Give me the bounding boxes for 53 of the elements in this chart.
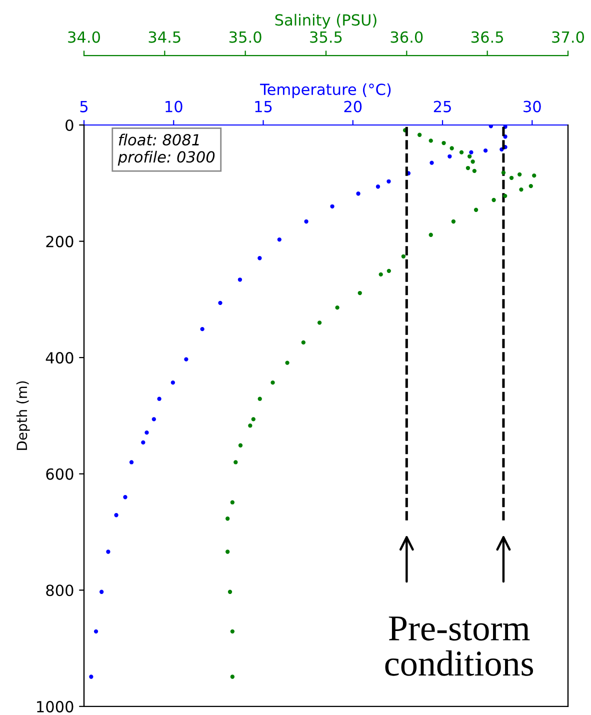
point bbox=[114, 513, 118, 518]
point bbox=[386, 179, 391, 184]
point bbox=[123, 495, 128, 500]
point bbox=[448, 154, 452, 158]
point bbox=[488, 125, 493, 128]
x-tick-label: 20 bbox=[344, 100, 362, 112]
point bbox=[152, 417, 156, 422]
x-tick-label: 15 bbox=[255, 100, 272, 112]
point bbox=[483, 148, 488, 153]
y-tick-label: 0 bbox=[66, 119, 74, 132]
point bbox=[106, 550, 110, 554]
x-axis-title: Temperature (°C) bbox=[260, 83, 391, 98]
point bbox=[356, 192, 360, 196]
point bbox=[218, 300, 222, 305]
y-axis-title: Depth (m) bbox=[16, 381, 30, 450]
point bbox=[184, 357, 188, 362]
x2-tick-label: 34.5 bbox=[148, 31, 180, 43]
point bbox=[258, 256, 262, 260]
point bbox=[141, 440, 146, 445]
x-tick-label: 25 bbox=[434, 100, 451, 112]
x-tick-label: 30 bbox=[524, 100, 541, 112]
x2-tick-label: 37.0 bbox=[552, 31, 584, 43]
annotation: float: 8081 profile: 0300 bbox=[118, 134, 215, 166]
point bbox=[129, 460, 134, 464]
x-tick-label: 10 bbox=[166, 100, 182, 112]
x2-tick-label: 36.0 bbox=[390, 31, 423, 43]
point bbox=[238, 278, 242, 282]
x2-tick-label: 36.5 bbox=[471, 31, 504, 43]
point bbox=[277, 237, 282, 242]
point bbox=[330, 204, 334, 208]
point bbox=[200, 326, 204, 332]
point bbox=[304, 219, 308, 224]
point bbox=[170, 380, 175, 385]
annotation: Pre-storm conditions bbox=[385, 616, 534, 676]
x2-tick-label: 35.5 bbox=[310, 31, 342, 43]
point bbox=[89, 674, 94, 679]
x2-axis-title: Salinity (PSU) bbox=[275, 14, 376, 29]
point bbox=[157, 396, 162, 401]
x-tick-label: 5 bbox=[80, 100, 88, 112]
y-tick-label: 600 bbox=[46, 468, 74, 480]
point bbox=[469, 150, 474, 154]
point bbox=[503, 134, 508, 139]
point bbox=[376, 184, 380, 189]
y-tick-label: 800 bbox=[46, 584, 74, 596]
y-tick-label: 400 bbox=[46, 352, 74, 364]
point bbox=[99, 590, 104, 594]
point bbox=[144, 430, 149, 435]
x2-tick-label: 34.0 bbox=[68, 31, 100, 43]
y-tick-label: 200 bbox=[46, 236, 74, 248]
point bbox=[430, 160, 434, 165]
x2-tick-label: 35.0 bbox=[229, 31, 262, 43]
y-tick-label: 1000 bbox=[37, 700, 74, 712]
point bbox=[94, 629, 98, 634]
